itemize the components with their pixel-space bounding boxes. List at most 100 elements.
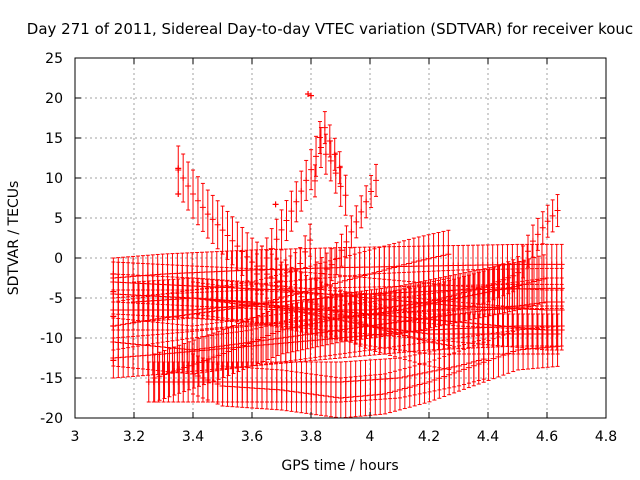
data-point xyxy=(307,237,314,244)
data-point xyxy=(230,346,237,353)
data-point xyxy=(510,272,517,279)
data-point xyxy=(358,312,365,319)
x-tick-label: 3 xyxy=(71,429,80,445)
data-point xyxy=(430,254,437,261)
data-point xyxy=(357,319,364,326)
data-point xyxy=(505,274,512,281)
data-point xyxy=(416,336,423,343)
data-point xyxy=(213,307,220,314)
data-point xyxy=(410,259,417,266)
data-point xyxy=(540,275,547,282)
data-point xyxy=(224,299,231,306)
data-point xyxy=(203,309,210,316)
data-point xyxy=(382,327,389,334)
series-sat-07 xyxy=(110,305,565,379)
data-point xyxy=(426,339,433,346)
data-point xyxy=(353,218,360,225)
data-point xyxy=(274,328,281,335)
data-point xyxy=(554,331,561,337)
data-point xyxy=(526,279,533,286)
data-point xyxy=(342,313,349,320)
data-point xyxy=(377,391,384,398)
data-point xyxy=(205,355,212,362)
data-point xyxy=(317,144,324,151)
data-point xyxy=(366,271,373,278)
data-point xyxy=(190,295,196,301)
data-point xyxy=(331,151,338,158)
data-point xyxy=(255,336,262,343)
x-tick-label: 3.4 xyxy=(182,429,204,445)
data-point xyxy=(235,344,242,351)
data-point xyxy=(529,238,536,245)
data-point xyxy=(336,164,343,171)
data-point xyxy=(451,292,458,299)
data-point xyxy=(297,289,304,296)
data-point xyxy=(411,300,418,307)
data-point xyxy=(268,245,275,252)
series-sat-14 xyxy=(249,127,349,303)
data-point xyxy=(496,286,503,293)
data-point xyxy=(209,297,216,304)
data-point xyxy=(332,280,339,287)
data-point xyxy=(451,369,458,376)
data-point xyxy=(190,371,196,377)
data-point xyxy=(465,288,472,295)
data-point xyxy=(277,277,284,284)
data-point xyxy=(362,321,369,328)
data-point xyxy=(253,270,260,277)
data-point xyxy=(229,300,236,307)
data-point xyxy=(166,369,173,376)
data-point xyxy=(224,232,231,239)
data-point xyxy=(373,310,380,317)
y-tick-label: 15 xyxy=(45,131,63,147)
data-point xyxy=(302,248,309,255)
data-point xyxy=(194,197,201,204)
data-point xyxy=(501,285,508,292)
y-tick-label: -10 xyxy=(40,331,63,347)
data-point xyxy=(209,216,216,223)
data-point xyxy=(312,177,319,184)
data-point xyxy=(169,313,176,320)
y-tick-label: 25 xyxy=(45,51,63,67)
data-point xyxy=(452,295,459,302)
data-point xyxy=(457,294,464,301)
data-point xyxy=(327,393,334,400)
data-point xyxy=(465,364,472,371)
x-tick-label: 4.2 xyxy=(418,429,440,445)
data-point xyxy=(387,389,394,396)
data-point xyxy=(486,288,493,295)
chart-title: Day 271 of 2011, Sidereal Day-to-day VTE… xyxy=(27,20,633,38)
data-point xyxy=(200,357,207,364)
data-point xyxy=(298,293,305,300)
data-point xyxy=(351,275,358,282)
data-point xyxy=(425,255,432,262)
data-point xyxy=(323,305,330,312)
data-point xyxy=(377,325,384,332)
data-point xyxy=(520,258,527,265)
data-point xyxy=(338,247,345,254)
data-point xyxy=(328,261,335,268)
data-point xyxy=(333,255,340,262)
data-point xyxy=(466,292,473,299)
data-point xyxy=(446,371,453,378)
x-tick-label: 3.2 xyxy=(123,429,145,445)
data-point xyxy=(283,285,290,292)
data-point xyxy=(416,381,423,388)
data-point xyxy=(282,272,289,279)
data-point xyxy=(416,300,423,307)
plot-frame xyxy=(74,57,607,419)
data-point xyxy=(446,293,453,300)
data-point xyxy=(396,331,403,338)
data-point xyxy=(447,296,454,303)
data-point xyxy=(462,293,469,300)
data-point xyxy=(308,299,315,306)
data-point xyxy=(269,330,276,337)
data-point xyxy=(214,381,221,388)
data-point xyxy=(544,218,551,225)
data-point xyxy=(470,362,477,369)
data-point xyxy=(180,175,187,182)
data-point xyxy=(440,252,447,259)
data-point xyxy=(332,309,339,316)
data-point xyxy=(303,177,310,184)
data-point xyxy=(304,321,311,328)
